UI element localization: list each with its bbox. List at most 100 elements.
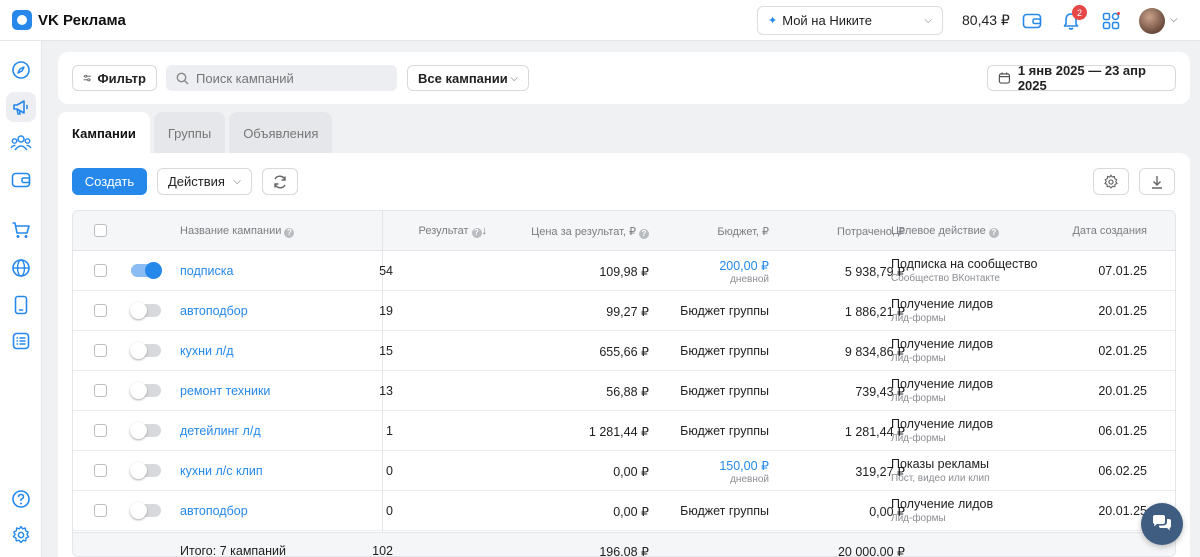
campaign-status-toggle[interactable] [130,302,161,319]
table-row[interactable]: автоподбор 0 0,00 ₽ Бюджет группы 0,00 ₽ Полу… [73,491,1175,531]
table-row[interactable]: кухни л/с клип 0 0,00 ₽ 150,00 ₽ дневной 319,… [73,451,1175,491]
date-range-value: 1 янв 2025 — 23 апр 2025 [1017,63,1146,93]
budget-period: дневной [730,474,769,485]
app-logo[interactable]: VK Реклама [12,10,126,30]
campaign-name-link[interactable]: подписка [180,264,234,278]
campaign-name-link[interactable]: детейлинг л/д [180,424,261,438]
tab-groups[interactable]: Группы [153,112,226,154]
price-value: 99,27 ₽ [606,305,649,319]
row-checkbox[interactable] [94,384,107,397]
column-divider [382,211,383,556]
table-settings-button[interactable] [1093,168,1129,195]
result-value: 13 [379,384,393,398]
avatar-chevron-down-icon[interactable]: ⌵ [1170,14,1178,25]
table-row[interactable]: подписка 54 109,98 ₽ 200,00 ₽ дневной 5 938,7… [73,251,1175,291]
campaign-name-link[interactable]: ремонт техники [180,384,271,398]
row-checkbox[interactable] [94,424,107,437]
campaign-name-link[interactable]: автоподбор [180,304,248,318]
price-value: 1 281,44 ₽ [588,425,649,439]
budget-value[interactable]: 150,00 ₽ [719,459,769,473]
help-icon[interactable] [6,484,36,514]
wallet-icon[interactable] [6,165,36,195]
campaign-name-link[interactable]: кухни л/с клип [180,464,263,478]
mobile-apps-icon[interactable] [6,290,36,320]
notifications-bell-icon[interactable]: 2 [1060,5,1087,32]
refresh-button[interactable] [262,168,298,195]
actions-dropdown[interactable]: Действия ⌵ [157,168,252,195]
target-action-sub: Сообщество ВКонтакте [891,273,1000,284]
campaign-status-toggle[interactable] [130,462,161,479]
support-chat-button[interactable] [1141,503,1183,545]
help-icon[interactable]: ? [284,228,295,238]
table-row[interactable]: детейлинг л/д 1 1 281,44 ₽ Бюджет группы 1 2… [73,411,1175,451]
totals-spent: 20 000,00 ₽ [837,545,905,557]
download-button[interactable] [1139,168,1175,195]
target-action-sub: Лид-формы [891,513,946,524]
column-result[interactable]: Результат? ↓ [418,225,487,238]
services-grid-icon[interactable] [1100,10,1122,32]
filter-button[interactable]: Фильтр [72,65,157,91]
column-budget[interactable]: Бюджет, ₽ [717,226,769,238]
settings-icon[interactable] [6,520,36,550]
campaigns-megaphone-icon[interactable] [6,92,36,122]
campaign-status-toggle[interactable] [130,342,161,359]
column-price[interactable]: Цена за результат, ₽? [531,225,649,239]
search-input[interactable] [196,70,386,86]
table-row[interactable]: ремонт техники 13 56,88 ₽ Бюджет группы 739,… [73,371,1175,411]
target-action-sub: Лид-формы [891,313,946,324]
price-value: 0,00 ₽ [613,505,649,519]
search-box[interactable] [166,65,397,91]
spent-value: 1 281,44 ₽ [844,425,905,439]
store-cart-icon[interactable] [6,215,36,245]
target-action-cell: Получение лидов Лид-формы [891,297,993,324]
spent-value: 9 834,86 ₽ [844,345,905,359]
chevron-down-icon: ⌵ [233,176,241,187]
help-icon[interactable]: ? [988,228,999,238]
row-checkbox[interactable] [94,504,107,517]
campaign-name-link[interactable]: кухни л/д [180,344,234,358]
help-icon[interactable]: ? [471,228,482,238]
row-checkbox[interactable] [94,304,107,317]
help-icon[interactable]: ? [639,229,649,239]
price-value: 655,66 ₽ [599,345,649,359]
campaign-name-link[interactable]: автоподбор [180,504,248,518]
price-value: 56,88 ₽ [606,385,649,399]
wallet-icon[interactable] [1021,10,1043,32]
budget-cell[interactable]: 200,00 ₽ дневной [719,258,769,285]
column-created[interactable]: Дата создания [1072,225,1147,237]
column-spent[interactable]: Потрачено, ₽ [837,226,905,238]
row-checkbox[interactable] [94,344,107,357]
account-selector[interactable]: ✦ Мой на Никите ⌵ [757,6,943,35]
target-action-cell: Получение лидов Лид-формы [891,417,993,444]
download-icon [1152,175,1162,189]
campaign-status-toggle[interactable] [130,502,161,519]
tab-ads[interactable]: Объявления [229,112,333,154]
campaign-status-toggle[interactable] [130,422,161,439]
column-target-action[interactable]: Целевое действие? [891,225,999,238]
navigator-icon[interactable] [6,55,36,85]
gear-icon [1104,174,1118,189]
campaign-status-toggle[interactable] [130,382,161,399]
app-title: VK Реклама [38,11,126,29]
create-campaign-button[interactable]: Создать [72,168,147,195]
date-range-picker[interactable]: 1 янв 2025 — 23 апр 2025 [987,63,1176,93]
lead-forms-icon[interactable] [6,326,36,356]
table-row[interactable]: кухни л/д 15 655,66 ₽ Бюджет группы 9 834,86… [73,331,1175,371]
created-date: 20.01.25 [1098,504,1147,518]
campaign-status-toggle[interactable] [131,262,162,279]
target-action-cell: Получение лидов Лид-формы [891,377,993,404]
row-checkbox[interactable] [94,464,107,477]
sparkle-icon: ✦ [768,15,778,27]
select-all-checkbox[interactable] [94,224,107,237]
audiences-icon[interactable] [6,128,36,158]
campaign-scope-select[interactable]: Все кампании ⌵ [407,65,529,91]
sites-globe-icon[interactable] [6,253,36,283]
tab-campaigns[interactable]: Кампании [58,112,150,154]
budget-value[interactable]: 200,00 ₽ [719,259,769,273]
table-row[interactable]: автоподбор 19 99,27 ₽ Бюджет группы 1 886,21… [73,291,1175,331]
budget-cell[interactable]: 150,00 ₽ дневной [719,458,769,485]
user-avatar[interactable] [1139,8,1165,34]
totals-price: 196,08 ₽ [599,545,649,557]
column-name[interactable]: Название кампании? [180,225,295,238]
row-checkbox[interactable] [94,264,107,277]
